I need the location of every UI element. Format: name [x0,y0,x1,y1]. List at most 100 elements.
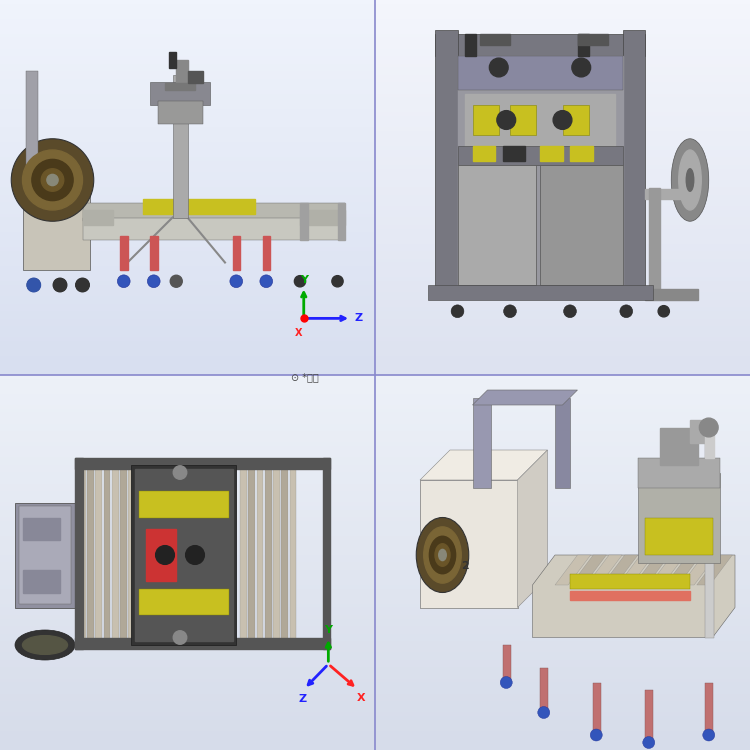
Circle shape [32,160,74,201]
Circle shape [173,466,187,479]
Bar [26,71,38,176]
Circle shape [500,676,512,688]
Ellipse shape [15,630,75,660]
Bar [427,285,652,300]
Bar [705,682,713,735]
Circle shape [41,169,64,191]
Polygon shape [532,555,735,638]
Bar [503,645,511,682]
Text: ⊙ *左視: ⊙ *左視 [291,372,319,382]
Polygon shape [571,555,606,585]
Bar [146,529,176,581]
Circle shape [47,175,58,186]
Bar [135,469,232,641]
Bar [188,71,202,82]
Polygon shape [618,555,653,585]
Circle shape [230,275,243,288]
Circle shape [27,278,40,292]
Bar [649,188,660,292]
Polygon shape [650,555,686,585]
Circle shape [260,275,273,288]
Circle shape [11,139,94,221]
Bar [472,105,499,135]
Circle shape [117,275,130,288]
Circle shape [76,278,89,292]
Ellipse shape [686,169,694,191]
Bar [480,34,510,45]
Bar [638,472,720,562]
Text: Y: Y [300,274,307,285]
Bar [22,518,60,540]
Circle shape [590,729,602,741]
Ellipse shape [424,526,461,584]
Bar [158,101,203,124]
Bar [472,398,491,488]
Polygon shape [420,450,548,480]
Bar [435,34,645,56]
Bar [104,461,110,645]
Circle shape [553,111,572,129]
Bar [79,461,86,645]
Circle shape [538,706,550,718]
Bar [82,217,345,240]
Bar [540,668,548,712]
Bar [290,461,296,645]
Bar [690,420,705,442]
Ellipse shape [435,544,450,566]
Bar [503,146,525,161]
Circle shape [27,278,40,292]
Text: Y: Y [324,625,332,635]
Ellipse shape [671,139,709,221]
Bar [256,461,263,645]
Circle shape [294,276,306,287]
Bar [112,461,118,645]
Bar [458,165,536,285]
Circle shape [504,304,516,318]
Bar [472,146,495,161]
Text: X: X [295,328,302,338]
Bar [22,570,60,592]
Bar [622,30,645,292]
Bar [555,398,570,488]
Bar [660,427,698,465]
Bar [240,461,247,645]
Bar [645,289,698,300]
Bar [22,176,90,270]
Bar [82,202,345,221]
Circle shape [173,631,187,644]
Text: 2: 2 [461,561,469,572]
Circle shape [703,729,715,741]
Bar [248,461,255,645]
Bar [645,518,712,555]
Bar [570,591,690,600]
Polygon shape [665,555,700,585]
Bar [150,236,158,270]
Bar [131,465,236,645]
Text: X: X [356,693,365,703]
Ellipse shape [679,150,701,210]
Bar [465,34,476,56]
Circle shape [53,278,67,292]
Circle shape [186,546,204,564]
Bar [232,236,240,270]
Circle shape [564,304,576,318]
Bar [75,638,330,649]
Polygon shape [555,555,591,585]
Circle shape [643,736,655,748]
Circle shape [170,275,182,287]
Circle shape [496,111,516,129]
Bar [638,458,720,488]
Bar [578,34,589,56]
Bar [300,210,345,225]
Polygon shape [634,555,669,585]
Circle shape [156,546,174,564]
Bar [273,461,280,645]
Bar [300,202,307,240]
Bar [338,202,345,240]
Polygon shape [472,390,578,405]
Bar [128,461,135,645]
Polygon shape [697,555,732,585]
Circle shape [22,150,82,210]
Bar [570,146,592,161]
Bar [578,34,608,45]
